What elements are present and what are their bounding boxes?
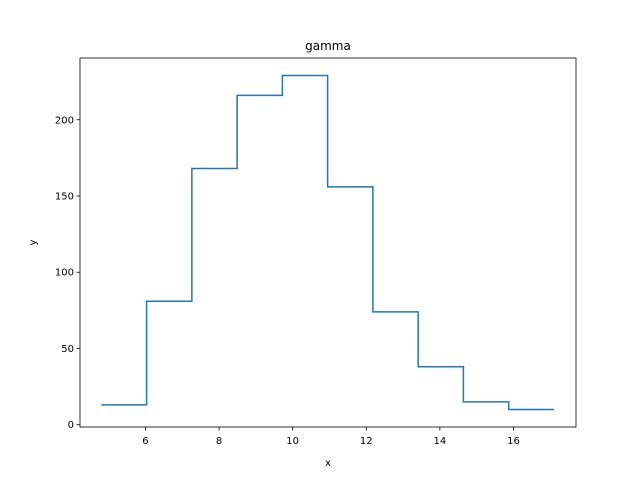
y-axis-ticks: 0 50 100 150 200 xyxy=(55,115,80,431)
y-tick-label: 50 xyxy=(61,344,74,355)
x-tick-label: 10 xyxy=(286,436,299,447)
series-step-line xyxy=(101,74,554,411)
y-tick-label: 150 xyxy=(55,191,74,202)
y-tick-label: 100 xyxy=(55,268,74,279)
x-tick-label: 6 xyxy=(142,436,148,447)
chart-title: gamma xyxy=(305,39,351,53)
x-axis-ticks: 6 8 10 12 14 16 xyxy=(142,427,520,447)
x-axis-label: x xyxy=(325,458,331,469)
y-tick-label: 0 xyxy=(68,420,74,431)
x-tick-label: 8 xyxy=(216,436,222,447)
y-tick-label: 200 xyxy=(55,115,74,126)
x-tick-label: 16 xyxy=(507,436,520,447)
y-axis-label: y xyxy=(28,239,39,245)
plot-frame xyxy=(79,57,577,428)
x-tick-label: 12 xyxy=(360,436,373,447)
x-tick-label: 14 xyxy=(433,436,446,447)
